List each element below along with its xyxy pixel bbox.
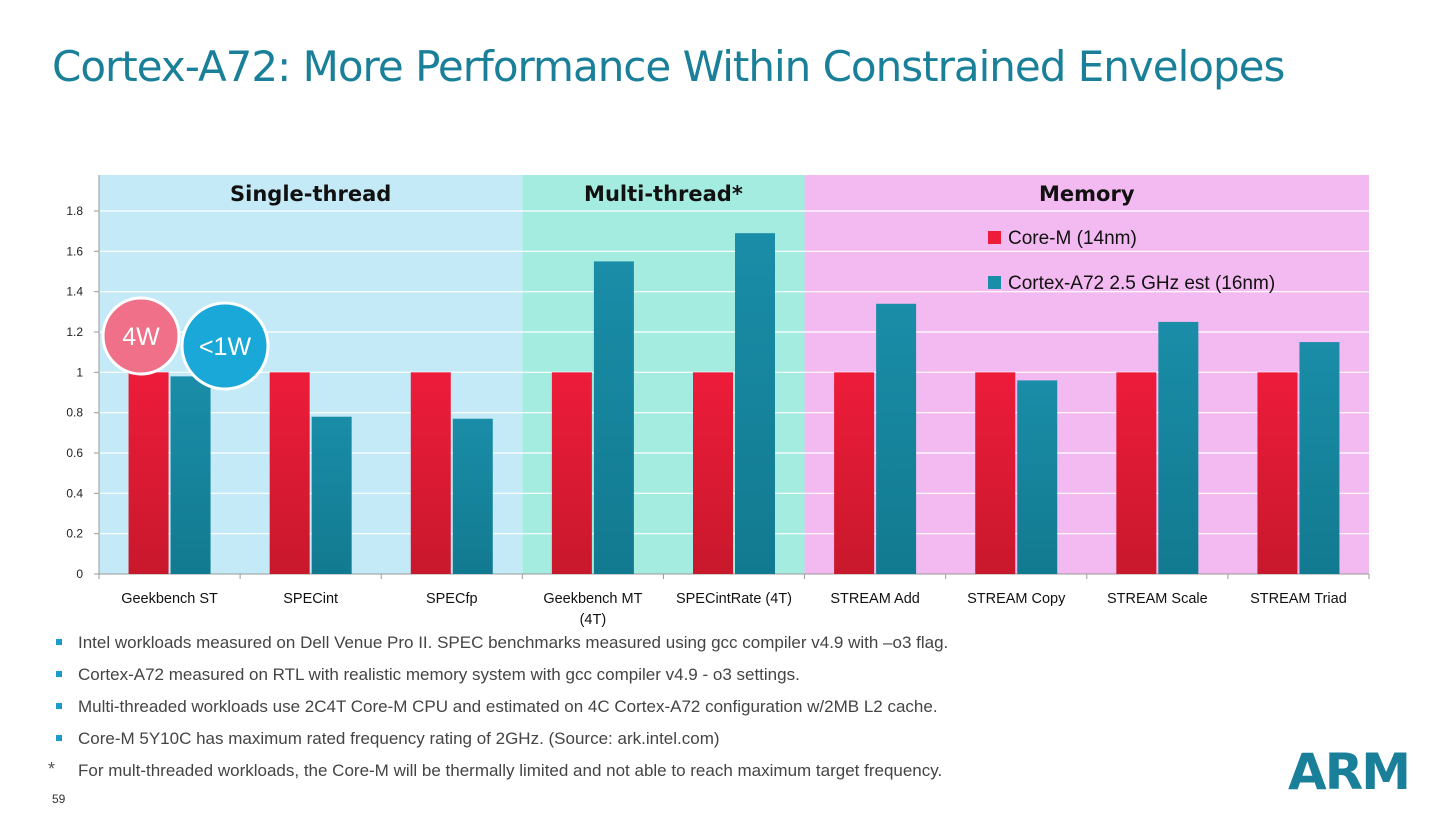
footnote-list: Intel workloads measured on Dell Venue P… xyxy=(48,630,1248,790)
x-category-label: SPECintRate (4T) xyxy=(676,591,792,607)
y-tick-label: 0.6 xyxy=(66,446,83,460)
power-badge xyxy=(180,301,270,391)
legend-label: Core-M (14nm) xyxy=(1008,228,1137,249)
bar-core-m xyxy=(834,372,875,574)
power-badge xyxy=(101,296,181,376)
asterisk-marker: * xyxy=(48,759,56,779)
y-tick-label: 0 xyxy=(76,567,83,581)
power-badge-label: 4W xyxy=(122,323,160,351)
bar-cortex-a72 xyxy=(452,418,493,574)
bar-cortex-a72 xyxy=(593,261,634,574)
x-category-label: STREAM Scale xyxy=(1107,591,1208,607)
y-tick-label: 1.4 xyxy=(66,285,83,299)
footnote-item: Multi-threaded workloads use 2C4T Core-M… xyxy=(48,694,1248,726)
legend-label: Cortex-A72 2.5 GHz est (16nm) xyxy=(1008,273,1275,294)
footnote-text: Cortex-A72 measured on RTL with realisti… xyxy=(78,665,800,684)
footnote-text: Core-M 5Y10C has maximum rated frequency… xyxy=(78,729,720,748)
x-category-label: STREAM Copy xyxy=(967,591,1066,607)
group-band-single-thread xyxy=(99,175,523,574)
arm-logo: ARM xyxy=(1288,743,1411,801)
page-number: 59 xyxy=(52,792,66,806)
y-tick-label: 1.8 xyxy=(66,204,83,218)
legend-swatch xyxy=(988,231,1001,244)
bar-cortex-a72 xyxy=(1017,380,1058,574)
footnote-text: Multi-threaded workloads use 2C4T Core-M… xyxy=(78,697,938,716)
y-tick-label: 0.4 xyxy=(66,486,83,500)
bullet-square-icon xyxy=(56,735,62,741)
footnote-item: Cortex-A72 measured on RTL with realisti… xyxy=(48,662,1248,694)
bullet-square-icon xyxy=(56,639,62,645)
bullet-square-icon xyxy=(56,671,62,677)
y-tick-label: 0.8 xyxy=(66,406,83,420)
group-header: Memory xyxy=(1039,182,1135,206)
x-category-label: SPECfp xyxy=(426,591,478,607)
group-header: Multi-thread* xyxy=(584,182,743,206)
y-tick-label: 0.2 xyxy=(66,527,83,541)
footnote-text: For mult-threaded workloads, the Core-M … xyxy=(78,761,943,780)
bar-cortex-a72 xyxy=(1299,342,1340,574)
footnote-item: Core-M 5Y10C has maximum rated frequency… xyxy=(48,726,1248,758)
legend-swatch xyxy=(988,276,1001,289)
bar-cortex-a72 xyxy=(311,416,352,574)
x-category-label: Geekbench MT (4T) xyxy=(543,591,642,628)
bar-core-m xyxy=(1116,372,1157,574)
bar-cortex-a72 xyxy=(876,303,917,574)
x-category-label: STREAM Add xyxy=(830,591,919,607)
bar-core-m xyxy=(975,372,1016,574)
y-tick-label: 1.2 xyxy=(66,325,83,339)
bar-core-m xyxy=(1257,372,1298,574)
x-category-label: STREAM Triad xyxy=(1250,591,1347,607)
y-tick-label: 1 xyxy=(76,365,83,379)
bar-core-m xyxy=(693,372,733,574)
bar-core-m xyxy=(128,372,169,574)
bar-core-m xyxy=(551,372,592,574)
bar-core-m xyxy=(410,372,451,574)
bar-core-m xyxy=(269,372,310,574)
y-tick-label: 1.6 xyxy=(66,244,83,258)
x-category-label: SPECint xyxy=(283,591,338,607)
bar-cortex-a72 xyxy=(1158,321,1199,574)
footnote-item: Intel workloads measured on Dell Venue P… xyxy=(48,630,1248,662)
group-header: Single-thread xyxy=(230,182,391,206)
footnote-text: Intel workloads measured on Dell Venue P… xyxy=(78,633,949,652)
power-badge-label: <1W xyxy=(199,333,252,361)
bar-chart: Single-thread Multi-thread* Memory 0 0.2 0.4 0… xyxy=(66,175,1370,628)
x-category-label: Geekbench ST xyxy=(121,591,218,607)
bar-cortex-a72 xyxy=(170,376,211,574)
footnote-item: * For mult-threaded workloads, the Core-M… xyxy=(48,758,1248,790)
slide-title: Cortex-A72: More Performance Within Cons… xyxy=(52,42,1285,91)
bar-cortex-a72 xyxy=(735,233,775,574)
bullet-square-icon xyxy=(56,703,62,709)
